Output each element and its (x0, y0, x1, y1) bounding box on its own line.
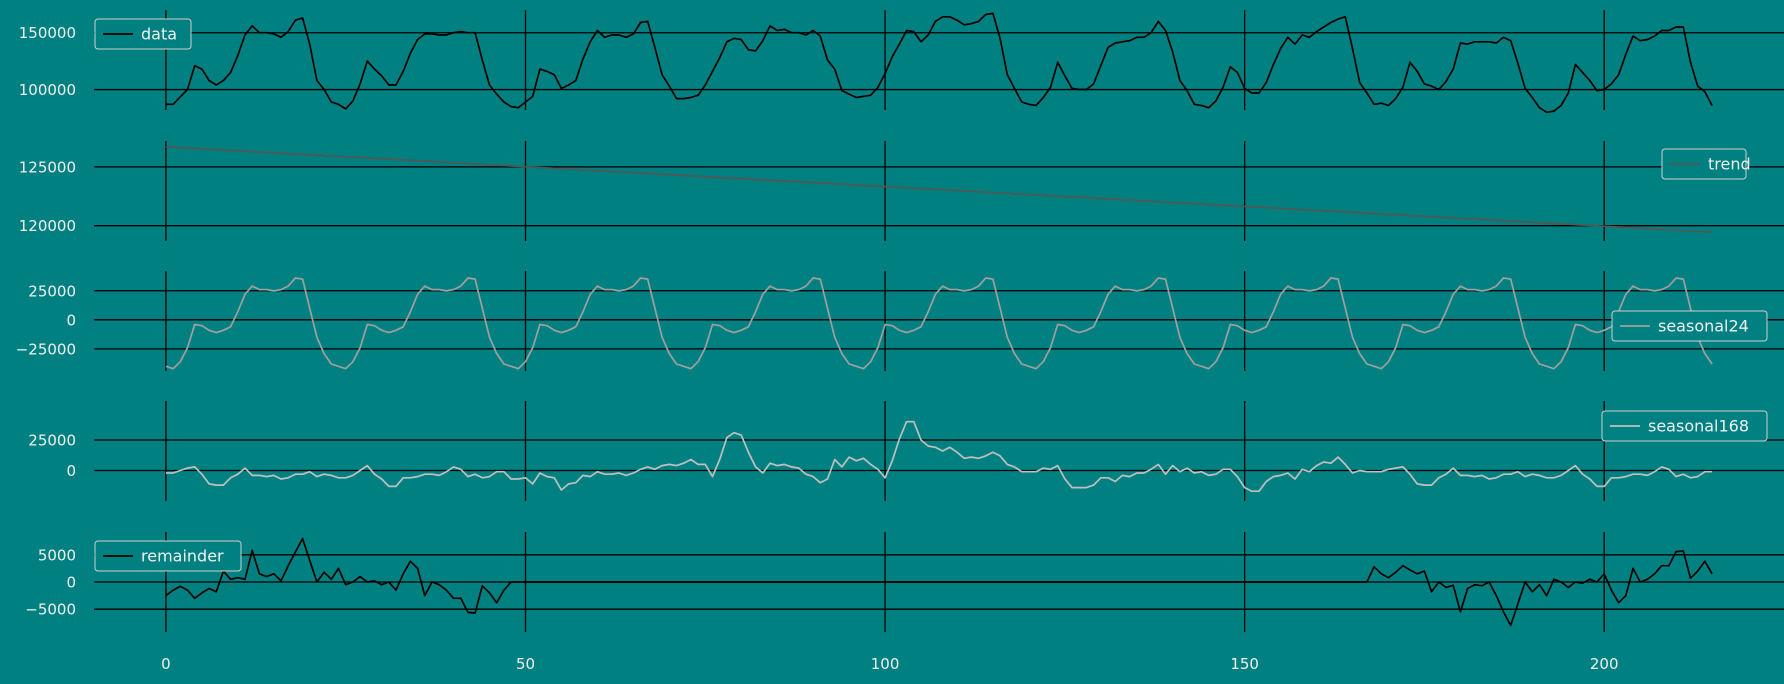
y-tick-label: 0 (66, 462, 76, 480)
legend-remainder: remainder (94, 540, 242, 572)
legend-label: seasonal24 (1658, 317, 1749, 336)
y-tick-label: 120000 (19, 217, 76, 235)
legend-label: data (141, 25, 177, 44)
seasonal168-line (165, 420, 1713, 493)
data-line (165, 12, 1713, 114)
y-tick-label: 0 (66, 574, 76, 592)
y-tick-label: −5000 (25, 601, 76, 619)
panel-remainder: −5000 0 5000 remainder (25, 532, 1784, 632)
y-tick-label: 25000 (28, 282, 76, 300)
legend-label: remainder (141, 547, 224, 566)
x-tick-label: 0 (161, 655, 171, 673)
x-axis: 0 50 100 150 200 (161, 655, 1618, 673)
x-tick-label: 100 (871, 655, 900, 673)
legend-box (1661, 148, 1747, 180)
y-tick-label: 0 (66, 311, 76, 329)
y-tick-label: 125000 (19, 158, 76, 176)
legend-label: seasonal168 (1648, 417, 1749, 436)
x-tick-label: 50 (516, 655, 535, 673)
legend-seasonal24: seasonal24 (1611, 310, 1768, 342)
panel-data: 100000 150000 data (19, 10, 1784, 114)
panel-seasonal168: 0 25000 seasonal168 (28, 401, 1784, 501)
x-tick-label: 150 (1230, 655, 1259, 673)
legend-box (94, 540, 242, 572)
legend-data: data (94, 18, 192, 50)
y-tick-label: 100000 (19, 81, 76, 99)
panel-seasonal24: −25000 0 25000 seasonal24 (16, 271, 1784, 371)
trend-line (165, 146, 1713, 234)
y-tick-label: 25000 (28, 432, 76, 450)
x-tick-label: 200 (1590, 655, 1619, 673)
seasonal24-line (165, 277, 1713, 370)
y-tick-label: −25000 (16, 340, 76, 358)
legend-label: trend (1708, 155, 1751, 174)
remainder-line (1366, 550, 1713, 627)
panel-trend: 120000 125000 trend (19, 141, 1784, 241)
legend-trend: trend (1661, 148, 1751, 180)
legend-box (94, 18, 192, 50)
remainder-line (165, 537, 526, 614)
legend-seasonal168: seasonal168 (1601, 410, 1768, 442)
y-tick-label: 5000 (38, 546, 76, 564)
legend-box (1611, 310, 1768, 342)
legend-box (1601, 410, 1768, 442)
y-tick-label: 150000 (19, 24, 76, 42)
